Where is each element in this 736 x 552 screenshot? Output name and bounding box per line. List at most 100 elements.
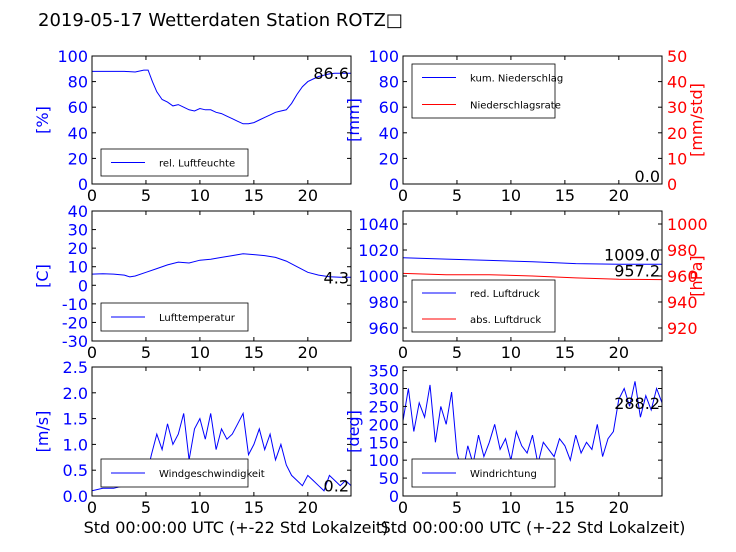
y-tick-label: 150 [368,433,399,452]
x-tick-label: 20 [298,186,318,205]
plot-frame [91,55,352,185]
series-line-pressure-1 [403,272,662,281]
y-tick-label: 20 [68,239,88,258]
y2-tick-label: 10 [667,149,687,168]
y-axis-label: [C] [33,264,52,288]
y-tick-label: 40 [68,202,88,221]
last-value-label: 0.2 [324,477,349,496]
last-value-label: 86.6 [313,64,349,83]
last-value-label: 288.2 [614,394,660,413]
legend-entry: red. Luftdruck [470,289,540,300]
y2-tick-label: 40 [667,73,687,92]
y-tick-label: 30 [68,221,88,240]
y-axis-label: [m/s] [33,411,52,453]
y-tick-label: 60 [68,98,88,117]
series-line-temperature-0 [92,253,351,278]
x-tick-label: 20 [298,343,318,362]
y-tick-label: 20 [68,149,88,168]
y2-tick-label: 50 [667,47,687,66]
x-tick-label: 15 [244,186,264,205]
y2-tick-label: 960 [667,267,698,286]
y-tick-label: 80 [379,73,399,92]
x-tick-label: 5 [141,343,151,362]
figure-title: 2019-05-17 Wetterdaten Station ROTZ□ [38,10,403,31]
series-line-pressure-0 [403,257,662,265]
last-value-label: 1009.0 [604,245,660,264]
x-tick-label: 0 [87,186,97,205]
y-tick-label: 980 [368,293,399,312]
y-tick-label: 200 [368,415,399,434]
y-tick-label: 1.5 [63,410,88,429]
y-tick-label: 2.0 [63,384,88,403]
last-value-label: 0.0 [635,167,660,186]
plot-frame [402,55,663,185]
y-tick-label: 960 [368,319,399,338]
y-tick-label: 1040 [358,215,399,234]
x-tick-label: 0 [398,498,408,517]
y-tick-label: 40 [68,124,88,143]
y-tick-label: 80 [68,73,88,92]
y-tick-label: 300 [368,380,399,399]
y2-tick-label: 980 [667,241,698,260]
y-axis-label: [deg] [344,410,363,453]
y-tick-label: -10 [62,295,88,314]
x-tick-label: 10 [501,498,521,517]
y2-tick-label: 0 [667,175,677,194]
last-value-label: 4.3 [324,268,349,287]
y-tick-label: 100 [368,47,399,66]
series-line-windspeed-0 [92,411,351,492]
y2-tick-label: 920 [667,319,698,338]
y2-axis-label: [mm/std] [687,83,706,157]
legend-entry: kum. Niederschlag [470,74,563,85]
y-tick-label: -30 [62,332,88,351]
x-tick-label: 10 [501,186,521,205]
x-tick-label: 20 [298,498,318,517]
plot-frame [91,210,352,342]
x-axis-label-right: Std 00:00:00 UTC (+-22 Std Lokalzeit) [381,518,686,537]
plot-frame [91,366,352,497]
y2-axis-label: [hPa] [687,255,706,296]
y2-tick-label: 20 [667,124,687,143]
y-tick-label: 50 [379,469,399,488]
x-tick-label: 10 [190,498,210,517]
plot-frame [402,366,663,497]
legend-entry: Windrichtung [470,469,537,480]
x-tick-label: 5 [141,186,151,205]
legend-entry: Windgeschwindigkeit [159,469,265,480]
y-tick-label: 100 [368,451,399,470]
x-tick-label: 5 [452,186,462,205]
legend: red. Luftdruck abs. Luftdruck [411,279,556,333]
legend-frame [411,279,556,333]
y-axis-label: [mm] [344,98,363,142]
legend: kum. Niederschlag Niederschlagsrate [411,63,563,119]
legend-frame [411,63,556,119]
x-tick-label: 20 [609,498,629,517]
panel-precip: 0 5 10 15 20 0 20 40 60 80 100 0 10 20 30 40 50[mm/std] [… [344,47,706,205]
series-line-winddir-0 [403,381,662,475]
y-tick-label: 0 [389,487,399,506]
y-tick-label: 20 [379,149,399,168]
y2-tick-label: 1000 [667,215,708,234]
legend: Windgeschwindigkeit [100,458,265,488]
last-value-label: 957.2 [614,261,660,280]
legend: Windrichtung [411,458,556,488]
x-tick-label: 15 [244,343,264,362]
y-tick-label: 0.5 [63,461,88,480]
y-tick-label: 0.0 [63,487,88,506]
panel-windspeed: 0 5 10 15 20 0.0 0.5 1.0 1.5 2.0 2.5 [m/s] Windgesch… [33,358,352,517]
x-axis-label-left: Std 00:00:00 UTC (+-22 Std Lokalzeit) [84,518,389,537]
y-tick-label: 0 [78,276,88,295]
y-tick-label: 1.0 [63,435,88,454]
panel-pressure: 0 5 10 15 20 960 980 1000 1020 1040 920 940 960 980 10… [358,210,708,362]
x-tick-label: 5 [452,498,462,517]
x-tick-label: 0 [398,186,408,205]
x-tick-label: 0 [87,498,97,517]
legend-entry: Lufttemperatur [159,313,236,324]
x-tick-label: 15 [555,343,575,362]
x-tick-label: 5 [452,343,462,362]
y-axis-label: [%] [33,106,52,134]
y-tick-label: -20 [62,313,88,332]
y-tick-label: 1020 [358,241,399,260]
